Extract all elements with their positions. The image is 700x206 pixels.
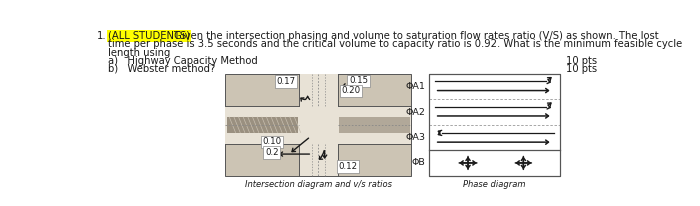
Text: 10 pts: 10 pts <box>566 56 598 66</box>
Bar <box>225 105 412 144</box>
Text: ΦB: ΦB <box>412 158 426 167</box>
Text: b)   Webster method?: b) Webster method? <box>108 64 215 74</box>
Text: 10 pts: 10 pts <box>566 64 598 74</box>
Text: a)   Highway Capacity Method: a) Highway Capacity Method <box>108 56 258 66</box>
Text: length using: length using <box>108 48 170 58</box>
Text: 0.2: 0.2 <box>265 148 279 157</box>
Text: Phase diagram: Phase diagram <box>463 180 526 189</box>
Text: ΦA1: ΦA1 <box>405 82 426 91</box>
Text: time per phase is 3.5 seconds and the critical volume to capacity ratio is 0.92.: time per phase is 3.5 seconds and the cr… <box>108 39 682 49</box>
Text: 0.12: 0.12 <box>338 162 358 171</box>
Text: Given the intersection phasing and volume to saturation flow rates ratio (V/S) a: Given the intersection phasing and volum… <box>172 31 659 41</box>
Bar <box>340 117 410 132</box>
Text: ΦA2: ΦA2 <box>405 108 426 117</box>
Bar <box>227 117 298 132</box>
Bar <box>299 74 338 176</box>
Bar <box>428 74 560 176</box>
Bar <box>428 74 560 176</box>
Text: (ALL STUDENTS): (ALL STUDENTS) <box>108 31 190 41</box>
Bar <box>227 117 298 132</box>
Text: Intersection diagram and v/s ratios: Intersection diagram and v/s ratios <box>245 180 392 189</box>
Text: 0.20: 0.20 <box>342 87 360 95</box>
Text: 1.: 1. <box>97 31 106 41</box>
Text: ΦA3: ΦA3 <box>405 133 426 142</box>
Text: 0.15: 0.15 <box>349 76 368 85</box>
Text: 0.10: 0.10 <box>262 137 281 146</box>
Bar <box>225 74 412 176</box>
Text: 0.17: 0.17 <box>276 77 295 86</box>
